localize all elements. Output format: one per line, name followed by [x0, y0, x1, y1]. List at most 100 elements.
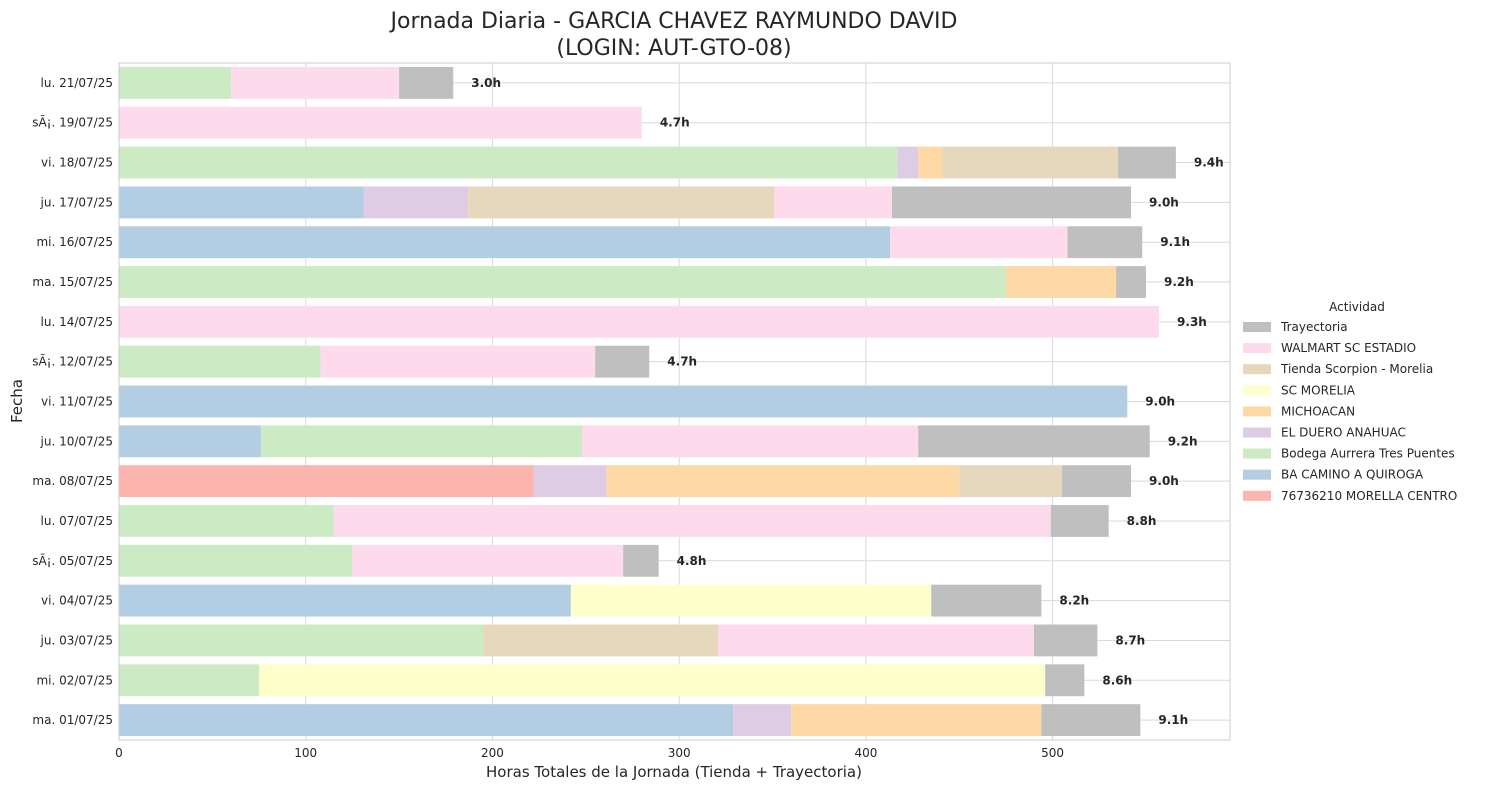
- legend-entry: 76736210 MORELLA CENTRO: [1281, 489, 1457, 503]
- bar-segment: [119, 66, 232, 99]
- bar-segment: [119, 266, 1006, 298]
- y-tick-label: sÃ¡. 19/07/25: [32, 115, 113, 130]
- bar-segment: [892, 186, 1132, 219]
- bar-segment: [260, 425, 583, 458]
- y-tick-label: ju. 03/07/25: [40, 633, 113, 647]
- bar-segment: [1045, 664, 1085, 697]
- y-tick-label: sÃ¡. 12/07/25: [32, 354, 113, 369]
- bar-segment: [1005, 266, 1117, 298]
- bar-segment: [399, 66, 454, 99]
- bar-segment: [119, 624, 484, 657]
- bar-total-label: 9.1h: [1158, 713, 1188, 727]
- legend: Actividad Trayectoria WALMART SC ESTADIO T…: [1243, 300, 1457, 503]
- x-tick-label: 400: [854, 746, 877, 760]
- bar-segment: [119, 465, 534, 498]
- bar-total-label: 9.0h: [1149, 195, 1179, 209]
- bar-segment: [959, 465, 1062, 498]
- y-axis-label: Fecha: [8, 379, 26, 423]
- bar-total-label: 9.1h: [1160, 235, 1190, 249]
- bar-segment: [942, 146, 1118, 179]
- plot-frame: [118, 62, 1231, 741]
- bar-segment: [918, 425, 1150, 458]
- bar-segment: [483, 624, 719, 657]
- chart-title: Jornada Diaria - GARCIA CHAVEZ RAYMUNDO …: [389, 9, 958, 34]
- bar-segment: [259, 664, 1046, 697]
- x-tick-label: 0: [115, 746, 123, 760]
- y-tick-label: ma. 01/07/25: [32, 713, 113, 727]
- bar-segment: [352, 544, 624, 577]
- legend-entry: Bodega Aurrera Tres Puentes: [1281, 447, 1455, 461]
- bar-segment: [119, 664, 260, 697]
- bar-total-label: 9.0h: [1149, 474, 1179, 488]
- bar-segment: [897, 146, 919, 179]
- y-tick-label: ju. 10/07/25: [40, 434, 113, 448]
- y-tick-label: ju. 17/07/25: [40, 195, 113, 209]
- bar-segment: [1033, 624, 1098, 657]
- legend-entry: Tienda Scorpion - Morelia: [1280, 362, 1433, 376]
- x-tick-label: 200: [481, 746, 504, 760]
- bar-segment: [119, 544, 353, 577]
- bar-segment: [931, 584, 1042, 617]
- bar-total-label: 4.8h: [677, 554, 707, 568]
- bar-segment: [363, 186, 469, 219]
- tick-labels: 0 100 200 300 400 500 lu. 21/07/25 sÃ¡. 19/07/2…: [32, 76, 1064, 760]
- bar-total-label: 9.0h: [1145, 395, 1175, 409]
- legend-swatch: [1243, 385, 1271, 396]
- legend-swatch: [1243, 448, 1271, 459]
- bar-total-label: 9.2h: [1168, 434, 1198, 448]
- bar-segment: [774, 186, 893, 219]
- bar-segment: [791, 704, 1042, 737]
- x-tick-label: 500: [1041, 746, 1064, 760]
- y-tick-label: vi. 04/07/25: [41, 594, 113, 608]
- legend-entry: BA CAMINO A QUIROGA: [1281, 468, 1424, 482]
- bar-total-label: 4.7h: [660, 116, 690, 130]
- legend-swatch: [1243, 490, 1271, 501]
- bar-segment: [320, 345, 596, 378]
- y-tick-label: ma. 08/07/25: [32, 474, 113, 488]
- bar-segment: [231, 66, 400, 99]
- bar-segment: [623, 544, 659, 577]
- bar-segment: [1061, 465, 1132, 498]
- legend-entry: WALMART SC ESTADIO: [1281, 341, 1416, 355]
- bar-segment: [1116, 266, 1146, 298]
- bar-segment: [595, 345, 650, 378]
- bar-segment: [1041, 704, 1141, 737]
- legend-swatch: [1243, 427, 1271, 438]
- bar-total-label: 3.0h: [471, 76, 501, 90]
- x-axis-label: Horas Totales de la Jornada (Tienda + Tr…: [486, 763, 862, 781]
- bar-segment: [119, 106, 642, 139]
- bar-total-label: 4.7h: [667, 355, 697, 369]
- bar-total-label: 8.6h: [1102, 673, 1132, 687]
- legend-entry: EL DUERO ANAHUAC: [1281, 426, 1406, 440]
- y-tick-label: ma. 15/07/25: [32, 275, 113, 289]
- bar-segment: [333, 505, 1051, 537]
- bar-segment: [582, 425, 919, 458]
- total-labels: 3.0h 4.7h 9.4h 9.0h 9.1h 9.2h 9.3h 4.7h 9.0h 9.2h…: [471, 76, 1223, 727]
- bars: [119, 66, 1176, 737]
- bar-total-label: 9.3h: [1177, 315, 1207, 329]
- x-tick-label: 300: [668, 746, 691, 760]
- bar-segment: [1117, 146, 1176, 179]
- chart-subtitle: (LOGIN: AUT-GTO-08): [556, 36, 791, 61]
- bar-segment: [570, 584, 932, 617]
- bar-total-label: 9.2h: [1164, 275, 1194, 289]
- bar-segment: [733, 704, 792, 737]
- bar-segment: [119, 146, 898, 179]
- bar-segment: [606, 465, 960, 498]
- bar-segment: [468, 186, 775, 219]
- y-tick-label: lu. 14/07/25: [41, 315, 113, 329]
- bar-segment: [119, 505, 334, 537]
- y-tick-label: mi. 02/07/25: [36, 673, 113, 687]
- bar-total-label: 8.7h: [1115, 633, 1145, 647]
- x-tick-label: 100: [294, 746, 317, 760]
- y-tick-label: sÃ¡. 05/07/25: [32, 553, 113, 568]
- y-tick-label: vi. 18/07/25: [41, 156, 113, 170]
- legend-entry: Trayectoria: [1280, 320, 1348, 334]
- legend-swatch: [1243, 406, 1271, 417]
- legend-swatch: [1243, 322, 1271, 332]
- legend-swatch: [1243, 364, 1271, 375]
- y-tick-label: lu. 21/07/25: [41, 76, 113, 90]
- bar-segment: [119, 345, 321, 378]
